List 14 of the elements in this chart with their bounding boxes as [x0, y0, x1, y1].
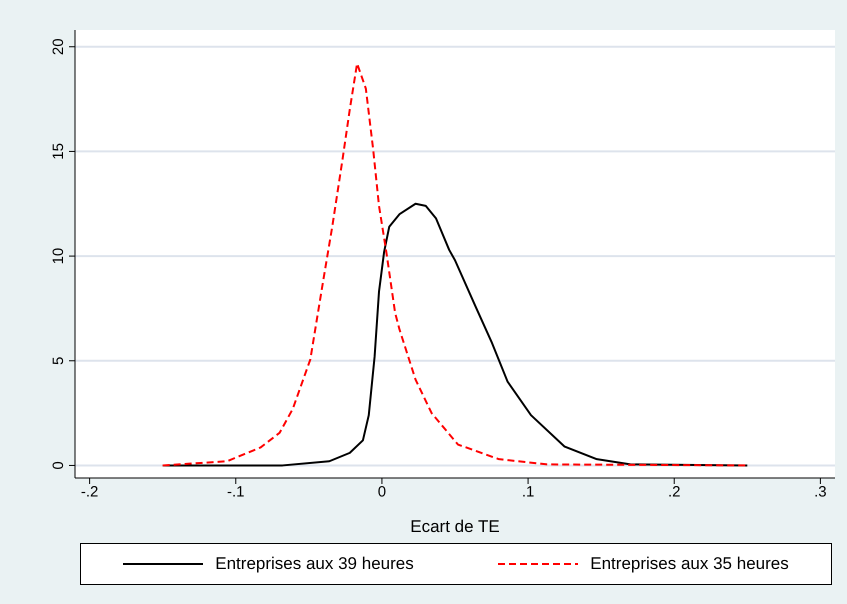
- legend-label: Entreprises aux 39 heures: [215, 554, 414, 574]
- y-tick-label: 10: [50, 248, 67, 264]
- y-tick-label: 20: [50, 38, 67, 56]
- x-tick-label: .1: [522, 484, 534, 501]
- x-tick-label: .3: [814, 484, 827, 501]
- x-tick-label: .2: [668, 484, 680, 501]
- x-tick-label: 0: [378, 484, 386, 501]
- x-tick-label: -.2: [80, 484, 98, 501]
- y-tick-label: 15: [50, 143, 67, 160]
- legend-label: Entreprises aux 35 heures: [590, 554, 789, 574]
- x-axis-title: Ecart de TE: [410, 517, 500, 536]
- y-tick-label: 0: [50, 461, 67, 470]
- x-tick-label: -.1: [227, 484, 245, 501]
- y-tick-label: 5: [50, 356, 67, 365]
